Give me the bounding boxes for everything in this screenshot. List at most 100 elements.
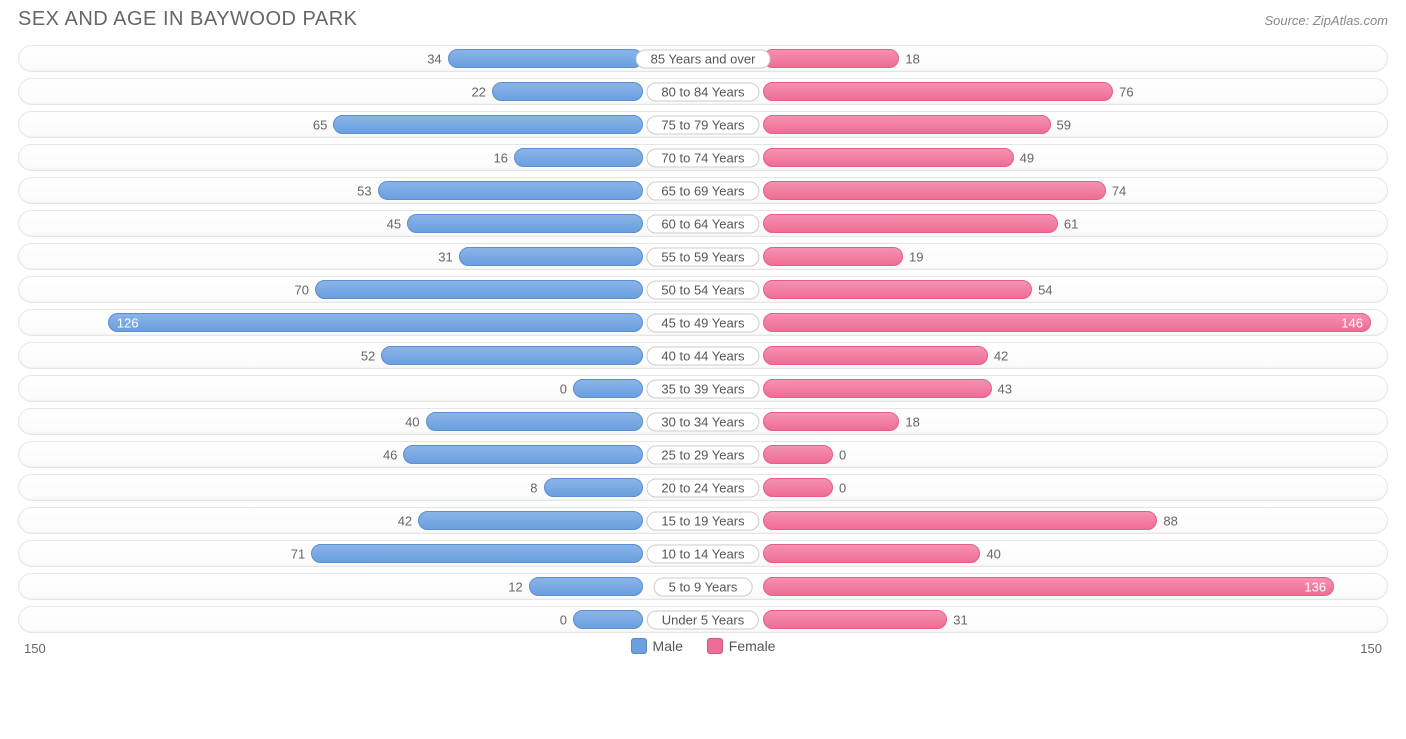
female-bar xyxy=(763,478,833,497)
pyramid-row: 5 to 9 Years 12 136 xyxy=(18,573,1388,600)
age-group-label: 60 to 64 Years xyxy=(646,214,759,233)
female-value: 61 xyxy=(1064,216,1078,231)
male-value: 22 xyxy=(471,84,485,99)
axis-right-max: 150 xyxy=(1360,641,1382,656)
age-group-label: 30 to 34 Years xyxy=(646,412,759,431)
female-bar xyxy=(763,82,1113,101)
male-value: 70 xyxy=(294,282,308,297)
pyramid-row: 60 to 64 Years4561 xyxy=(18,210,1388,237)
age-group-label: 5 to 9 Years xyxy=(654,577,753,596)
female-bar xyxy=(763,214,1058,233)
pyramid-row: 20 to 24 Years 8 0 xyxy=(18,474,1388,501)
pyramid-row: 25 to 29 Years460 xyxy=(18,441,1388,468)
male-bar xyxy=(403,445,643,464)
age-group-label: 25 to 29 Years xyxy=(646,445,759,464)
female-value: 59 xyxy=(1057,117,1071,132)
male-bar xyxy=(448,49,643,68)
age-group-label: 50 to 54 Years xyxy=(646,280,759,299)
male-bar xyxy=(426,412,643,431)
female-bar xyxy=(763,511,1157,530)
pyramid-row: 70 to 74 Years1649 xyxy=(18,144,1388,171)
male-bar xyxy=(407,214,643,233)
age-group-label: 15 to 19 Years xyxy=(646,511,759,530)
male-value: 71 xyxy=(291,546,305,561)
female-bar xyxy=(763,313,1371,332)
male-value: 31 xyxy=(438,249,452,264)
female-bar xyxy=(763,280,1032,299)
male-bar xyxy=(529,577,643,596)
age-group-label: 70 to 74 Years xyxy=(646,148,759,167)
male-value: 46 xyxy=(383,447,397,462)
legend-male: Male xyxy=(631,638,683,654)
female-value: 0 xyxy=(839,480,846,495)
female-bar xyxy=(763,49,899,68)
age-group-label: 75 to 79 Years xyxy=(646,115,759,134)
male-bar xyxy=(573,379,643,398)
pyramid-row: 80 to 84 Years 22 76 xyxy=(18,78,1388,105)
male-bar xyxy=(381,346,643,365)
female-value: 43 xyxy=(998,381,1012,396)
female-value: 54 xyxy=(1038,282,1052,297)
pyramid-row: 85 Years and over3418 xyxy=(18,45,1388,72)
age-group-label: 20 to 24 Years xyxy=(646,478,759,497)
female-bar xyxy=(763,577,1334,596)
chart-title: SEX AND AGE IN BAYWOOD PARK xyxy=(18,8,358,31)
male-bar xyxy=(544,478,643,497)
male-bar xyxy=(573,610,643,629)
pyramid-row: 55 to 59 Years 31 19 xyxy=(18,243,1388,270)
age-group-label: 55 to 59 Years xyxy=(646,247,759,266)
male-bar xyxy=(418,511,643,530)
female-bar xyxy=(763,412,899,431)
female-value: 19 xyxy=(909,249,923,264)
male-value: 0 xyxy=(560,612,567,627)
pyramid-row: 40 to 44 Years 52 42 xyxy=(18,342,1388,369)
male-value: 16 xyxy=(494,150,508,165)
female-bar xyxy=(763,544,980,563)
chart-header: SEX AND AGE IN BAYWOOD PARK Source: ZipA… xyxy=(18,8,1388,31)
female-value: 18 xyxy=(905,51,919,66)
legend: Male Female xyxy=(18,638,1388,657)
male-bar xyxy=(514,148,643,167)
female-bar xyxy=(763,181,1106,200)
age-group-label: 40 to 44 Years xyxy=(646,346,759,365)
female-bar xyxy=(763,247,903,266)
pyramid-row: 35 to 39 Years043 xyxy=(18,375,1388,402)
pyramid-row: 10 to 14 Years7140 xyxy=(18,540,1388,567)
age-group-label: Under 5 Years xyxy=(647,610,759,629)
female-value: 18 xyxy=(905,414,919,429)
female-bar xyxy=(763,379,992,398)
age-group-label: 35 to 39 Years xyxy=(646,379,759,398)
pyramid-row: 30 to 34 Years 40 18 xyxy=(18,408,1388,435)
legend-female-label: Female xyxy=(729,638,776,654)
female-value: 88 xyxy=(1163,513,1177,528)
pyramid-row: Under 5 Years031 xyxy=(18,606,1388,633)
male-bar xyxy=(333,115,643,134)
male-bar xyxy=(108,313,643,332)
female-value: 40 xyxy=(986,546,1000,561)
male-value: 12 xyxy=(508,579,522,594)
female-swatch-icon xyxy=(707,638,723,654)
female-value: 146 xyxy=(1341,315,1363,330)
male-value: 40 xyxy=(405,414,419,429)
male-value: 126 xyxy=(117,315,139,330)
female-bar xyxy=(763,445,833,464)
female-value: 42 xyxy=(994,348,1008,363)
pyramid-row: 45 to 49 Years126146 xyxy=(18,309,1388,336)
male-swatch-icon xyxy=(631,638,647,654)
male-value: 42 xyxy=(398,513,412,528)
female-bar xyxy=(763,346,988,365)
age-group-label: 80 to 84 Years xyxy=(646,82,759,101)
male-value: 34 xyxy=(427,51,441,66)
pyramid-row: 65 to 69 Years5374 xyxy=(18,177,1388,204)
female-value: 136 xyxy=(1304,579,1326,594)
female-bar xyxy=(763,610,947,629)
male-bar xyxy=(315,280,643,299)
female-bar xyxy=(763,115,1051,134)
female-value: 76 xyxy=(1119,84,1133,99)
pyramid-row: 75 to 79 Years6559 xyxy=(18,111,1388,138)
male-value: 53 xyxy=(357,183,371,198)
male-value: 8 xyxy=(530,480,537,495)
male-bar xyxy=(459,247,643,266)
male-bar xyxy=(311,544,643,563)
male-value: 52 xyxy=(361,348,375,363)
